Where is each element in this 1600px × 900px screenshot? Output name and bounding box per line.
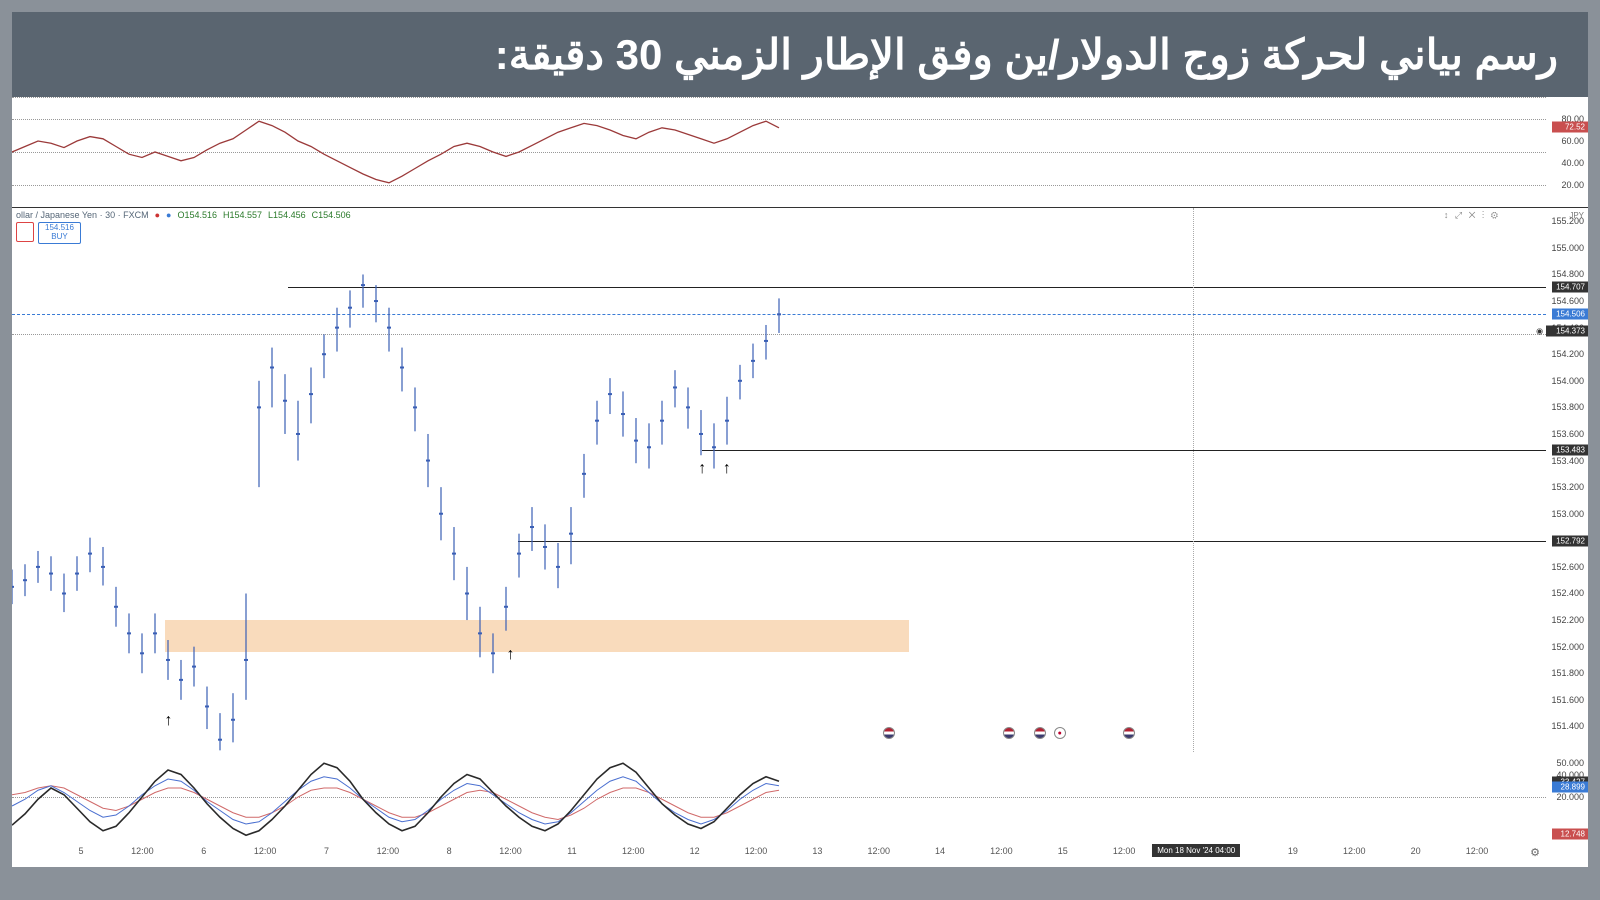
price-ytick: 153.600 bbox=[1551, 429, 1584, 439]
up-arrow-marker: ↑ bbox=[698, 460, 706, 478]
price-ytick: 151.600 bbox=[1551, 695, 1584, 705]
x-axis: ⚙ 5 12:00 6 12:00 7 12:00 8 12:00 11 12:00 12 12:00… bbox=[12, 842, 1588, 867]
rsi-ytick: 20.00 bbox=[1561, 180, 1584, 190]
rsi-panel: 20.0040.0060.0080.0072.52 bbox=[12, 97, 1588, 207]
x-tick: 19 bbox=[1288, 846, 1298, 856]
x-tick: 5 bbox=[79, 846, 84, 856]
x-tick: 12:00 bbox=[1343, 846, 1366, 856]
rsi-value-badge: 72.52 bbox=[1552, 122, 1588, 133]
price-ytick: 151.400 bbox=[1551, 721, 1584, 731]
gear-icon[interactable]: ⚙ bbox=[1530, 846, 1540, 859]
x-tick: 11 bbox=[567, 846, 576, 856]
page-title: رسم بياني لحركة زوج الدولار/ين وفق الإطا… bbox=[12, 12, 1588, 97]
price-ytick: 151.800 bbox=[1551, 668, 1584, 678]
price-ytick: 154.000 bbox=[1551, 376, 1584, 386]
x-tick: 12 bbox=[690, 846, 700, 856]
up-arrow-marker: ↑ bbox=[723, 460, 731, 478]
x-tick: 12:00 bbox=[131, 846, 154, 856]
price-ytick: 155.200 bbox=[1551, 216, 1584, 226]
x-tick: 7 bbox=[324, 846, 329, 856]
osc-badge: 28.899 bbox=[1552, 781, 1588, 792]
osc-badge: 12.748 bbox=[1552, 828, 1588, 839]
up-arrow-marker: ↑ bbox=[164, 712, 172, 730]
x-tick: 12:00 bbox=[254, 846, 277, 856]
x-tick: 12:00 bbox=[622, 846, 645, 856]
x-tick: 12:00 bbox=[377, 846, 400, 856]
price-badge: 154.373◉ bbox=[1546, 326, 1588, 337]
econ-event-icon[interactable] bbox=[1034, 727, 1046, 739]
price-badge: 154.707 bbox=[1552, 281, 1588, 292]
osc-ytick: 50.000 bbox=[1556, 758, 1584, 768]
rsi-ytick: 60.00 bbox=[1561, 136, 1584, 146]
oscillator-panel: 20.00040.00050.00033.42728.89912.748 bbox=[12, 752, 1588, 842]
x-tick: 14 bbox=[935, 846, 945, 856]
price-badge: 152.792 bbox=[1552, 536, 1588, 547]
price-ytick: 154.600 bbox=[1551, 296, 1584, 306]
x-tick: 12:00 bbox=[745, 846, 768, 856]
x-tick: 12:00 bbox=[990, 846, 1013, 856]
x-tick: 15 bbox=[1058, 846, 1068, 856]
price-ytick: 153.000 bbox=[1551, 509, 1584, 519]
x-tick: 8 bbox=[447, 846, 452, 856]
price-badge: 154.506 bbox=[1552, 308, 1588, 319]
chart-container: 20.0040.0060.0080.0072.52 ollar / Japane… bbox=[12, 97, 1588, 867]
x-tick: 13 bbox=[812, 846, 822, 856]
up-arrow-marker: ↑ bbox=[507, 646, 515, 664]
price-ytick: 152.000 bbox=[1551, 642, 1584, 652]
crosshair-time-badge: Mon 18 Nov '24 04:00 bbox=[1152, 844, 1240, 857]
price-ytick: 155.000 bbox=[1551, 243, 1584, 253]
price-ytick: 152.600 bbox=[1551, 562, 1584, 572]
x-tick: 12:00 bbox=[867, 846, 890, 856]
price-ytick: 152.400 bbox=[1551, 588, 1584, 598]
osc-ytick: 20.000 bbox=[1556, 792, 1584, 802]
price-ytick: 153.200 bbox=[1551, 482, 1584, 492]
price-ytick: 153.800 bbox=[1551, 402, 1584, 412]
price-ytick: 153.400 bbox=[1551, 456, 1584, 466]
price-panel: ollar / Japanese Yen · 30 · FXCM ●● O154… bbox=[12, 207, 1588, 752]
price-ytick: 152.200 bbox=[1551, 615, 1584, 625]
econ-event-icon[interactable] bbox=[883, 727, 895, 739]
x-tick: 12:00 bbox=[1466, 846, 1489, 856]
x-tick: 12:00 bbox=[499, 846, 522, 856]
price-badge: 153.483 bbox=[1552, 444, 1588, 455]
econ-event-icon[interactable] bbox=[1003, 727, 1015, 739]
x-tick: 12:00 bbox=[1113, 846, 1136, 856]
price-ytick: 154.800 bbox=[1551, 269, 1584, 279]
econ-event-icon[interactable] bbox=[1123, 727, 1135, 739]
econ-event-icon[interactable]: ● bbox=[1054, 727, 1066, 739]
price-ytick: 154.200 bbox=[1551, 349, 1584, 359]
x-tick: 6 bbox=[201, 846, 206, 856]
rsi-ytick: 40.00 bbox=[1561, 158, 1584, 168]
x-tick: 20 bbox=[1411, 846, 1421, 856]
